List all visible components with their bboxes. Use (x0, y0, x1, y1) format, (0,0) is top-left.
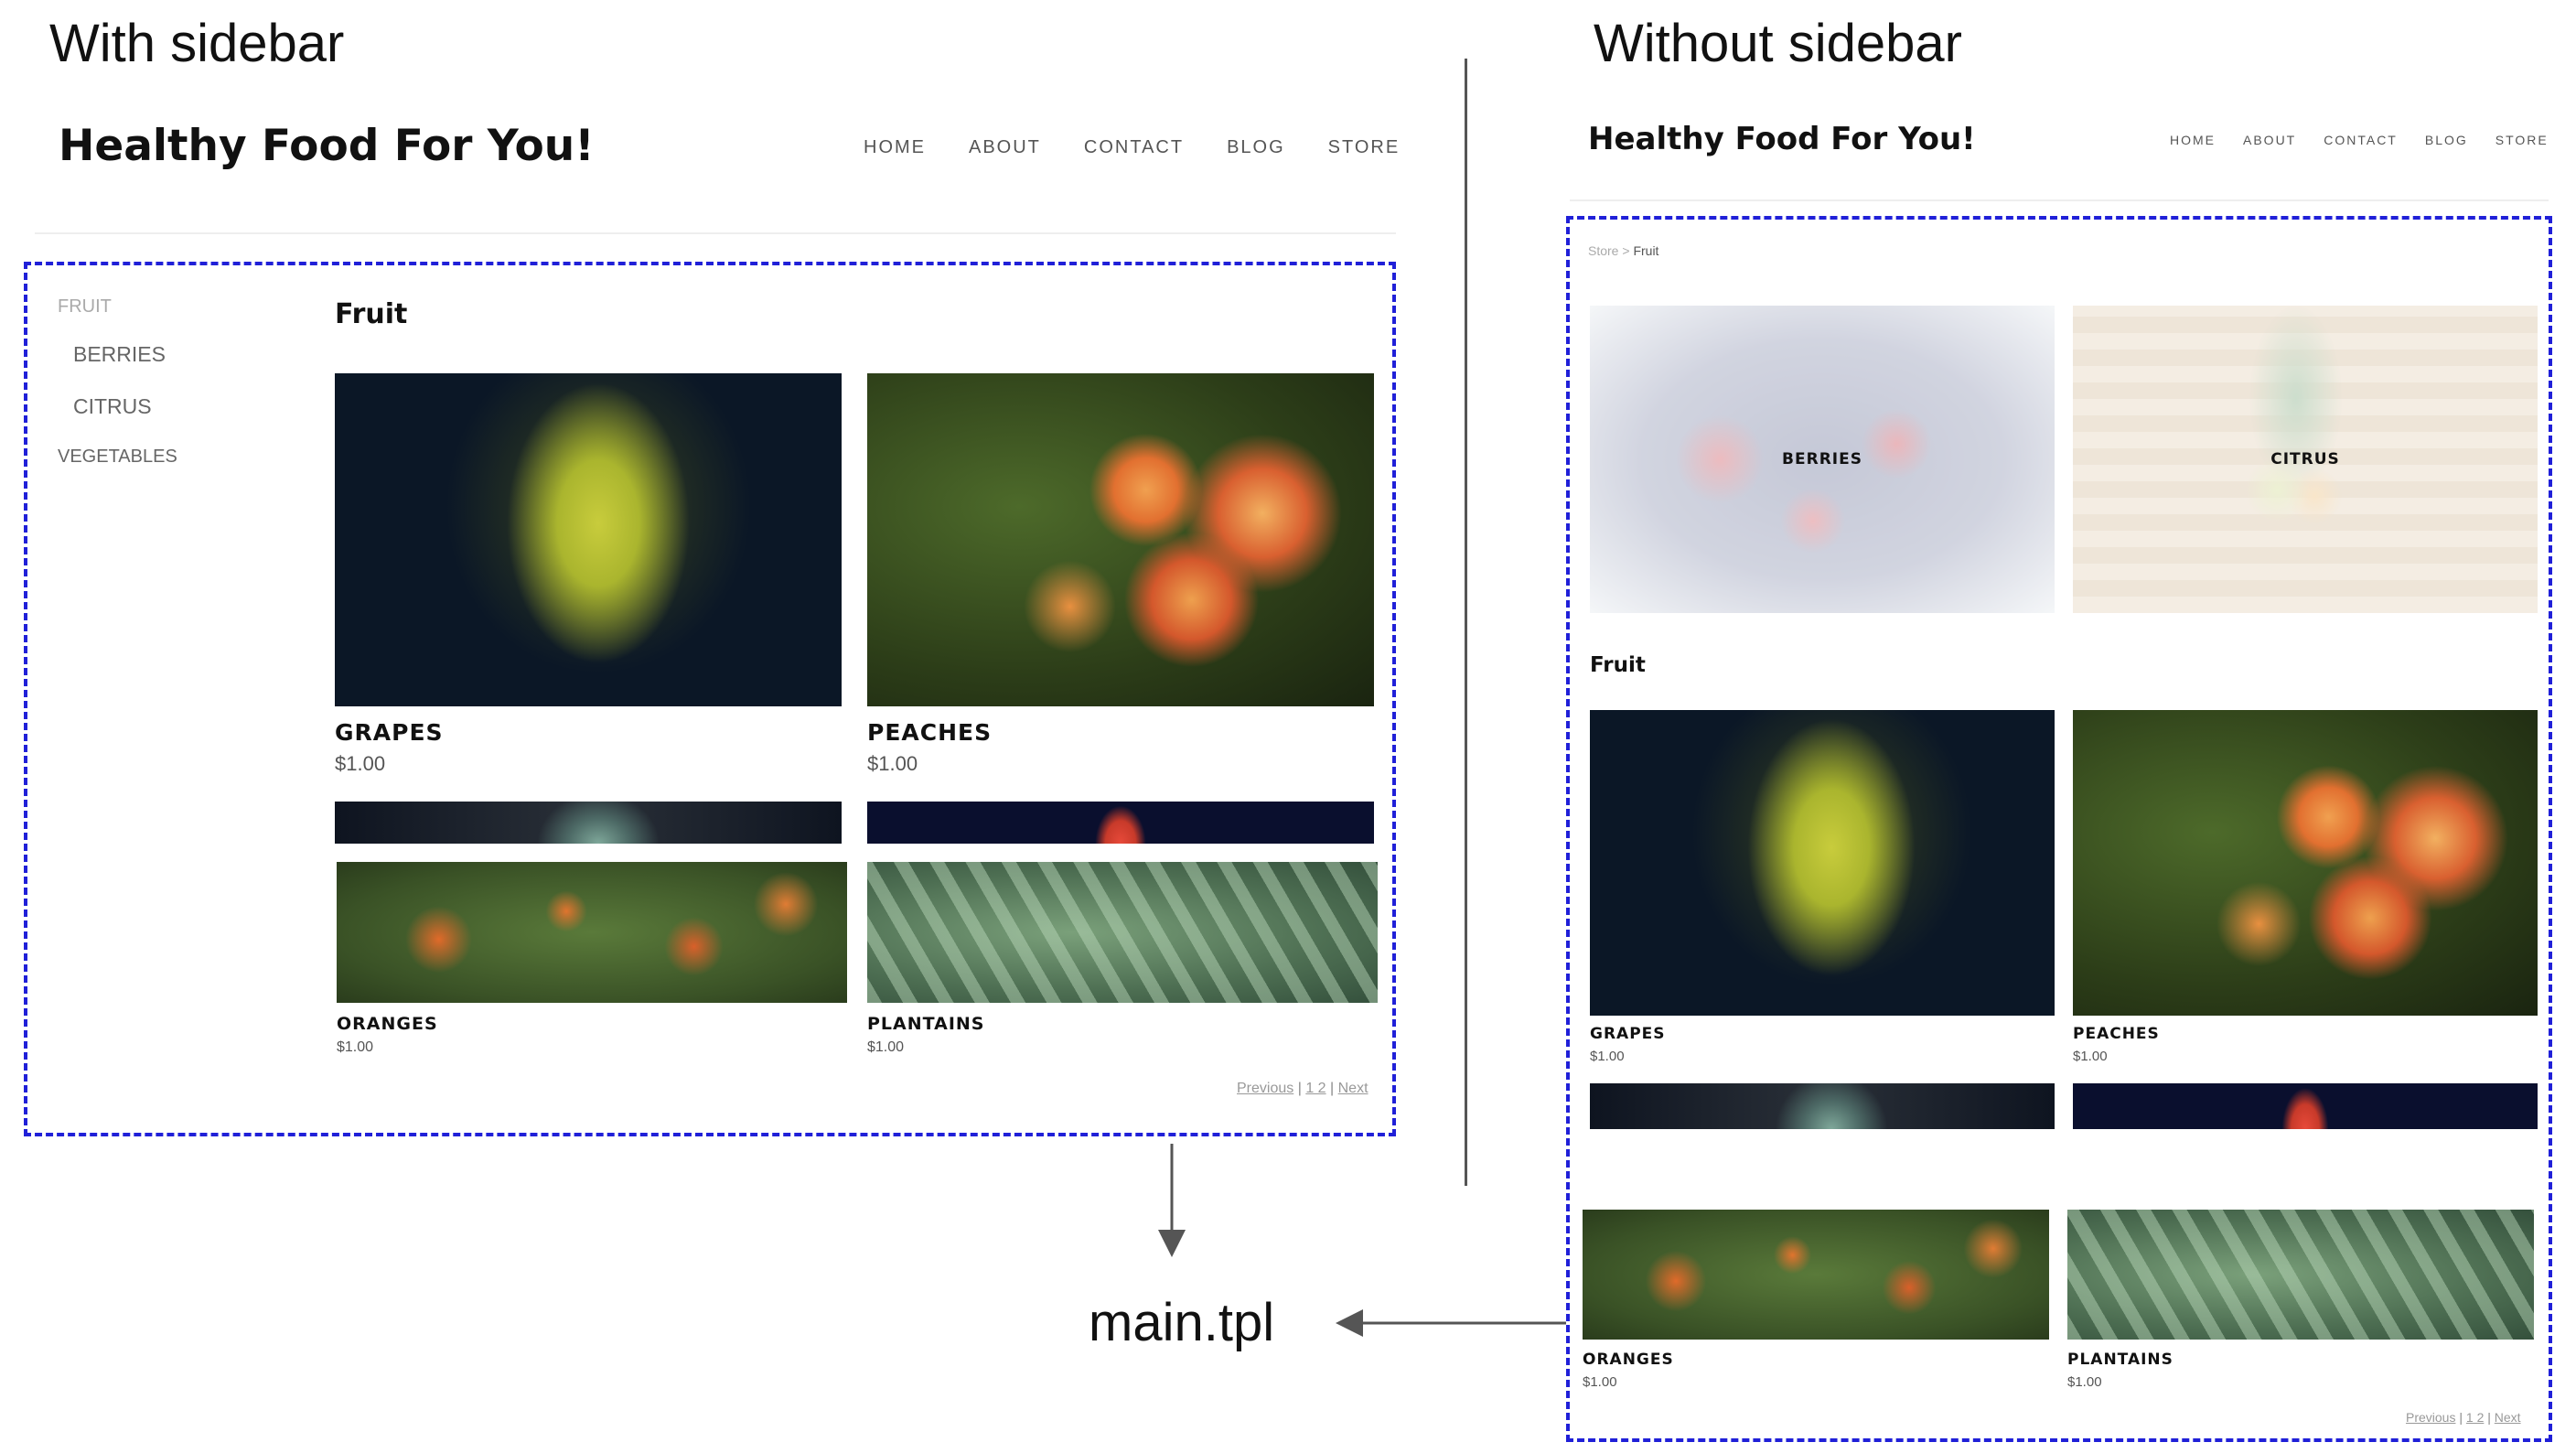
product-price-plantains: $1.00 (2067, 1374, 2102, 1390)
category-label-citrus: CITRUS (2270, 450, 2340, 468)
main-nav-small: HOME ABOUT CONTACT BLOG STORE (2170, 133, 2549, 147)
product-name-grapes[interactable]: GRAPES (1590, 1025, 1666, 1043)
product-price-grapes: $1.00 (335, 752, 386, 775)
pagination-pages[interactable]: 1 2 (2465, 1410, 2485, 1425)
product-name-grapes[interactable]: GRAPES (335, 719, 444, 746)
breadcrumb-separator: > (1622, 243, 1630, 258)
product-name-oranges[interactable]: ORANGES (1583, 1351, 1674, 1369)
product-name-peaches[interactable]: PEACHES (2073, 1025, 2160, 1043)
product-image-grapes[interactable] (1590, 710, 2055, 1016)
product-price-peaches: $1.00 (2073, 1049, 2108, 1064)
product-name-peaches[interactable]: PEACHES (867, 719, 993, 746)
category-tile-berries[interactable]: BERRIES (1590, 306, 2055, 613)
product-image-oranges[interactable] (337, 862, 847, 1003)
breadcrumb-store[interactable]: Store (1588, 243, 1619, 258)
product-image-strip-pineapple[interactable] (335, 802, 842, 844)
panel-divider (1465, 59, 1467, 1186)
breadcrumb-current: Fruit (1633, 243, 1659, 258)
product-image-strip-pineapple[interactable] (1590, 1083, 2055, 1129)
product-image-strip-dark[interactable] (2073, 1083, 2538, 1129)
main-tpl-region-with-sidebar (24, 262, 1396, 1136)
product-price-grapes: $1.00 (1590, 1049, 1625, 1064)
nav-blog[interactable]: BLOG (1227, 137, 1285, 157)
site-title[interactable]: Healthy Food For You! (59, 121, 595, 171)
product-price-oranges: $1.00 (337, 1039, 374, 1055)
pagination-pages[interactable]: 1 2 (1305, 1081, 1326, 1096)
product-image-grapes[interactable] (335, 373, 842, 706)
panel-title-with-sidebar: With sidebar (49, 14, 345, 73)
pagination-separator: | (1330, 1081, 1335, 1096)
nav-contact[interactable]: CONTACT (1083, 137, 1185, 157)
section-title-fruit-small: Fruit (1590, 653, 1646, 677)
pagination-separator: | (2459, 1410, 2463, 1425)
pagination-next[interactable]: Next (1337, 1081, 1368, 1096)
category-overlay (1590, 306, 2055, 613)
sidebar-heading-fruit[interactable]: FRUIT (58, 296, 112, 317)
main-tpl-region-without-sidebar (1566, 216, 2552, 1442)
category-tile-citrus[interactable]: CITRUS (2073, 306, 2538, 613)
panel-title-without-sidebar: Without sidebar (1594, 14, 1962, 73)
product-price-peaches: $1.00 (867, 752, 918, 775)
template-label: main.tpl (1089, 1293, 1275, 1352)
sidebar-item-berries[interactable]: BERRIES (73, 342, 166, 366)
pagination-next[interactable]: Next (2494, 1410, 2521, 1425)
nav-store[interactable]: STORE (1327, 137, 1401, 157)
product-price-plantains: $1.00 (867, 1039, 905, 1055)
pagination-previous[interactable]: Previous (2406, 1410, 2456, 1425)
product-image-strip-dark[interactable] (867, 802, 1374, 844)
product-image-peaches[interactable] (867, 373, 1374, 706)
product-image-plantains[interactable] (2067, 1210, 2534, 1340)
nav-about[interactable]: ABOUT (969, 137, 1041, 157)
sidebar-item-vegetables[interactable]: VEGETABLES (58, 447, 177, 467)
section-title-fruit: Fruit (335, 298, 408, 330)
breadcrumb: Store > Fruit (1588, 243, 1658, 258)
pagination: Previous | 1 2 | Next (1237, 1081, 1368, 1097)
product-name-plantains[interactable]: PLANTAINS (2067, 1351, 2174, 1369)
nav-contact[interactable]: CONTACT (2324, 133, 2398, 147)
product-price-oranges: $1.00 (1583, 1374, 1617, 1390)
nav-blog[interactable]: BLOG (2424, 133, 2468, 147)
product-image-peaches[interactable] (2073, 710, 2538, 1016)
category-overlay (2073, 306, 2538, 613)
product-image-plantains[interactable] (867, 862, 1378, 1003)
nav-about[interactable]: ABOUT (2243, 133, 2297, 147)
product-image-oranges[interactable] (1583, 1210, 2049, 1340)
product-name-plantains[interactable]: PLANTAINS (867, 1014, 985, 1034)
nav-store[interactable]: STORE (2495, 133, 2549, 147)
pagination-previous[interactable]: Previous (1237, 1081, 1294, 1096)
sidebar-item-citrus[interactable]: CITRUS (73, 394, 152, 418)
product-name-oranges[interactable]: ORANGES (337, 1014, 438, 1034)
site-title-small[interactable]: Healthy Food For You! (1588, 121, 1976, 157)
pagination-separator: | (2487, 1410, 2491, 1425)
header-divider-small (1570, 199, 2549, 201)
main-nav: HOME ABOUT CONTACT BLOG STORE (864, 137, 1400, 158)
nav-home[interactable]: HOME (2170, 133, 2216, 147)
category-label-berries: BERRIES (1782, 450, 1862, 468)
pagination-separator: | (1297, 1081, 1302, 1096)
pagination: Previous | 1 2 | Next (2406, 1410, 2521, 1425)
header-divider (35, 232, 1396, 234)
nav-home[interactable]: HOME (864, 137, 926, 157)
